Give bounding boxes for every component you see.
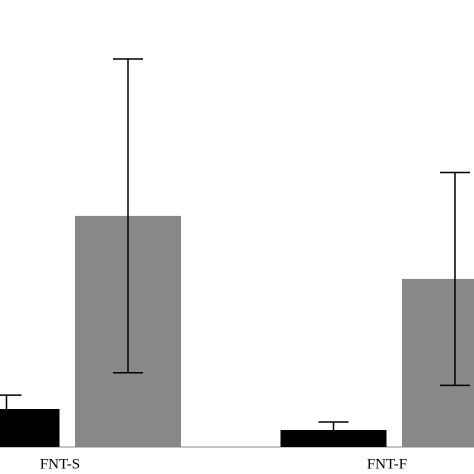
- bar: [0, 409, 60, 447]
- bar: [402, 278, 474, 447]
- x-tick-label: FNT-F: [367, 456, 407, 472]
- x-tick-label: FNT-S: [40, 456, 80, 472]
